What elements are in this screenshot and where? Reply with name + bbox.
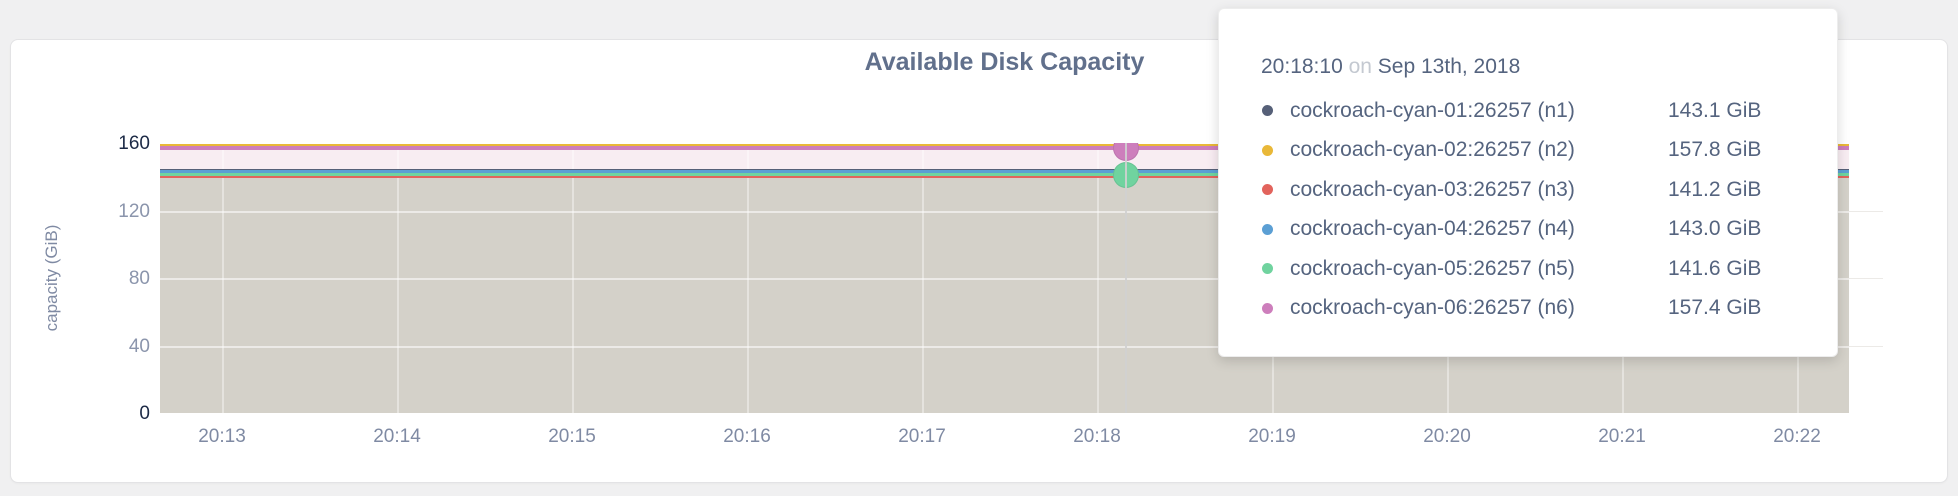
- x-tick-label: 20:17: [898, 426, 946, 447]
- y-tick-label: 120: [118, 200, 150, 222]
- y-tick-label: 0: [139, 403, 150, 424]
- tooltip-series-label: cockroach-cyan-02:26257 (n2): [1290, 138, 1575, 162]
- tooltip-series-label: cockroach-cyan-03:26257 (n3): [1290, 177, 1575, 201]
- v-gridline: [222, 143, 224, 413]
- chart-title: Available Disk Capacity: [864, 48, 1145, 76]
- tooltip-series-value: 143.0 GiB: [1668, 217, 1762, 241]
- x-tick-label: 20:20: [1423, 426, 1471, 447]
- tooltip-row: cockroach-cyan-04:26257 (n4) 143.0 GiB: [1259, 210, 1807, 250]
- tooltip-row: cockroach-cyan-06:26257 (n6) 157.4 GiB: [1259, 289, 1807, 329]
- v-gridline: [397, 143, 399, 413]
- tooltip-rows: cockroach-cyan-01:26257 (n1) 143.1 GiB coc…: [1259, 91, 1807, 328]
- v-gridline: [747, 143, 749, 413]
- tooltip-row: cockroach-cyan-03:26257 (n3) 141.2 GiB: [1259, 170, 1807, 210]
- x-tick-label: 20:13: [198, 426, 246, 447]
- v-gridline: [1097, 143, 1099, 413]
- crosshair-line: [1125, 143, 1128, 413]
- y-axis-label: capacity (GiB): [42, 224, 61, 332]
- x-tick-label: 20:21: [1598, 426, 1646, 447]
- h-gridline: [160, 278, 1849, 280]
- y-tick-label: 160: [118, 133, 150, 154]
- h-gridline: [160, 345, 1849, 348]
- tooltip-series-value: 157.8 GiB: [1668, 138, 1762, 162]
- h-gridline: [160, 210, 1849, 213]
- tooltip-series-label: cockroach-cyan-05:26257 (n5): [1290, 256, 1575, 280]
- series-color-dot: [1262, 105, 1273, 117]
- tooltip-series-label: cockroach-cyan-04:26257 (n4): [1290, 217, 1575, 241]
- series-color-dot: [1262, 263, 1273, 275]
- series-color-dot: [1262, 302, 1273, 314]
- x-tick-label: 20:16: [723, 426, 771, 447]
- series-line-n2: [160, 144, 1849, 148]
- series-line-n6: [160, 146, 1849, 150]
- tooltip-row: cockroach-cyan-01:26257 (n1) 143.1 GiB: [1259, 91, 1807, 131]
- v-gridline: [572, 143, 574, 413]
- tooltip-row: cockroach-cyan-02:26257 (n2) 157.8 GiB: [1259, 131, 1807, 171]
- series-color-dot: [1262, 144, 1273, 156]
- x-tick-label: 20:22: [1773, 426, 1821, 447]
- x-tick-label: 20:15: [548, 426, 596, 447]
- x-tick-label: 20:18: [1073, 426, 1121, 447]
- tooltip-series-value: 143.1 GiB: [1668, 98, 1762, 122]
- x-tick-label: 20:14: [373, 426, 421, 447]
- tooltip-time: 20:18:10: [1261, 55, 1343, 78]
- series-color-dot: [1262, 184, 1273, 196]
- tooltip-date: Sep 13th, 2018: [1377, 55, 1521, 78]
- tooltip-series-value: 141.6 GiB: [1668, 256, 1762, 280]
- series-line-n4: [160, 170, 1849, 174]
- tooltip-series-value: 157.4 GiB: [1668, 296, 1762, 320]
- tooltip-series-label: cockroach-cyan-01:26257 (n1): [1290, 98, 1575, 122]
- hover-tooltip: 20:18:10 on Sep 13th, 2018 cockroach-cya…: [1218, 8, 1838, 357]
- tooltip-series-value: 141.2 GiB: [1668, 177, 1762, 201]
- series-color-dot: [1262, 223, 1273, 235]
- y-tick-label: 80: [128, 268, 150, 289]
- tooltip-on-word: on: [1348, 55, 1372, 78]
- x-tick-label: 20:19: [1248, 426, 1296, 447]
- tooltip-series-label: cockroach-cyan-06:26257 (n6): [1290, 296, 1575, 320]
- y-tick-label: 40: [128, 335, 150, 357]
- tooltip-row: cockroach-cyan-05:26257 (n5) 141.6 GiB: [1259, 249, 1807, 289]
- v-gridline: [922, 143, 924, 413]
- series-line-n5: [160, 172, 1849, 177]
- tooltip-header: 20:18:10 on Sep 13th, 2018: [1261, 51, 1807, 83]
- series-line-n3: [160, 175, 1849, 178]
